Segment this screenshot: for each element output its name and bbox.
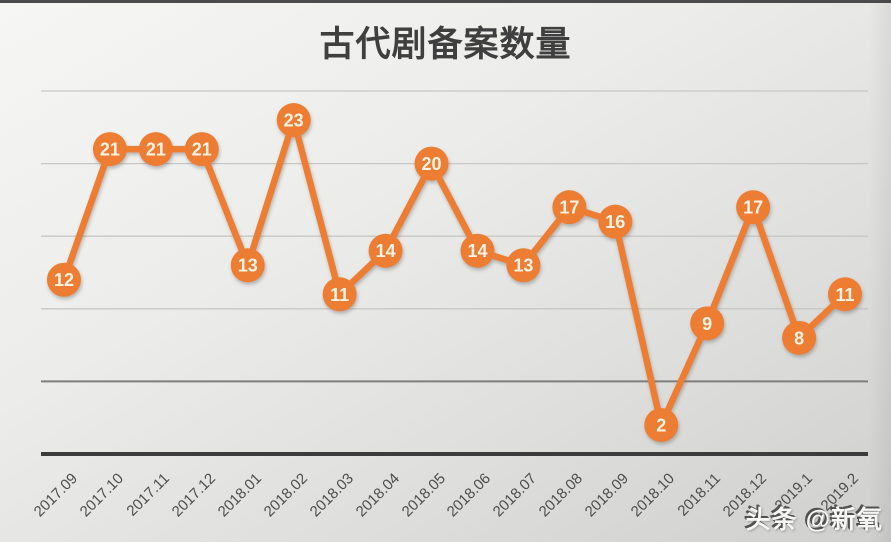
data-point-marker-2018.11 <box>690 306 725 341</box>
data-point-label-2017.12: 21 <box>192 140 212 160</box>
right-edge-shade <box>869 0 891 542</box>
data-point-label-2018.01: 13 <box>238 256 258 276</box>
data-point-label-2018.11: 9 <box>702 314 712 334</box>
data-point-label-2018.05: 20 <box>422 154 442 174</box>
data-point-marker-2017.11 <box>138 132 173 167</box>
data-point-marker-2017.09 <box>46 262 81 297</box>
data-point-marker-2017.12 <box>184 132 219 167</box>
data-point-marker-2017.10 <box>92 132 127 167</box>
data-point-marker-2018.04 <box>368 233 403 268</box>
data-point-marker-2018.06 <box>460 233 495 268</box>
data-point-label-2017.09: 12 <box>54 270 74 290</box>
chart-title: 古代剧备案数量 <box>319 25 572 64</box>
data-point-label-2018.03: 11 <box>330 285 349 305</box>
data-point-label-2018.09: 16 <box>605 212 625 232</box>
data-point-label-2019.1: 8 <box>794 328 804 348</box>
data-point-marker-2019.1 <box>782 320 817 355</box>
data-point-label-2017.10: 21 <box>100 140 120 160</box>
data-point-label-2018.12: 17 <box>743 198 763 218</box>
data-point-label-2018.10: 2 <box>656 415 666 435</box>
series-group: 12 21 21 21 13 23 11 14 20 14 13 17 16 2 9 17 8 11 <box>46 103 863 442</box>
data-point-marker-2019.2 <box>828 277 863 312</box>
data-point-label-2018.08: 17 <box>559 198 579 218</box>
data-point-marker-2018.07 <box>506 248 541 283</box>
data-point-marker-2018.12 <box>736 190 771 225</box>
watermark: 头条 @新氧 <box>745 506 883 534</box>
data-point-marker-2018.05 <box>414 146 449 181</box>
data-point-label-2019.2: 11 <box>836 285 855 305</box>
data-point-marker-2018.01 <box>230 248 265 283</box>
data-point-label-2018.06: 14 <box>467 241 487 261</box>
data-point-marker-2018.02 <box>276 103 311 138</box>
data-point-marker-2018.08 <box>552 190 587 225</box>
top-edge-strip <box>0 0 891 3</box>
data-point-label-2017.11: 21 <box>146 140 166 160</box>
data-point-marker-2018.09 <box>598 204 633 239</box>
data-point-marker-2018.10 <box>644 407 679 442</box>
data-point-marker-2018.03 <box>322 277 357 312</box>
data-point-label-2018.07: 13 <box>513 256 533 276</box>
data-point-label-2018.04: 14 <box>376 241 396 261</box>
data-point-label-2018.02: 23 <box>284 111 304 131</box>
